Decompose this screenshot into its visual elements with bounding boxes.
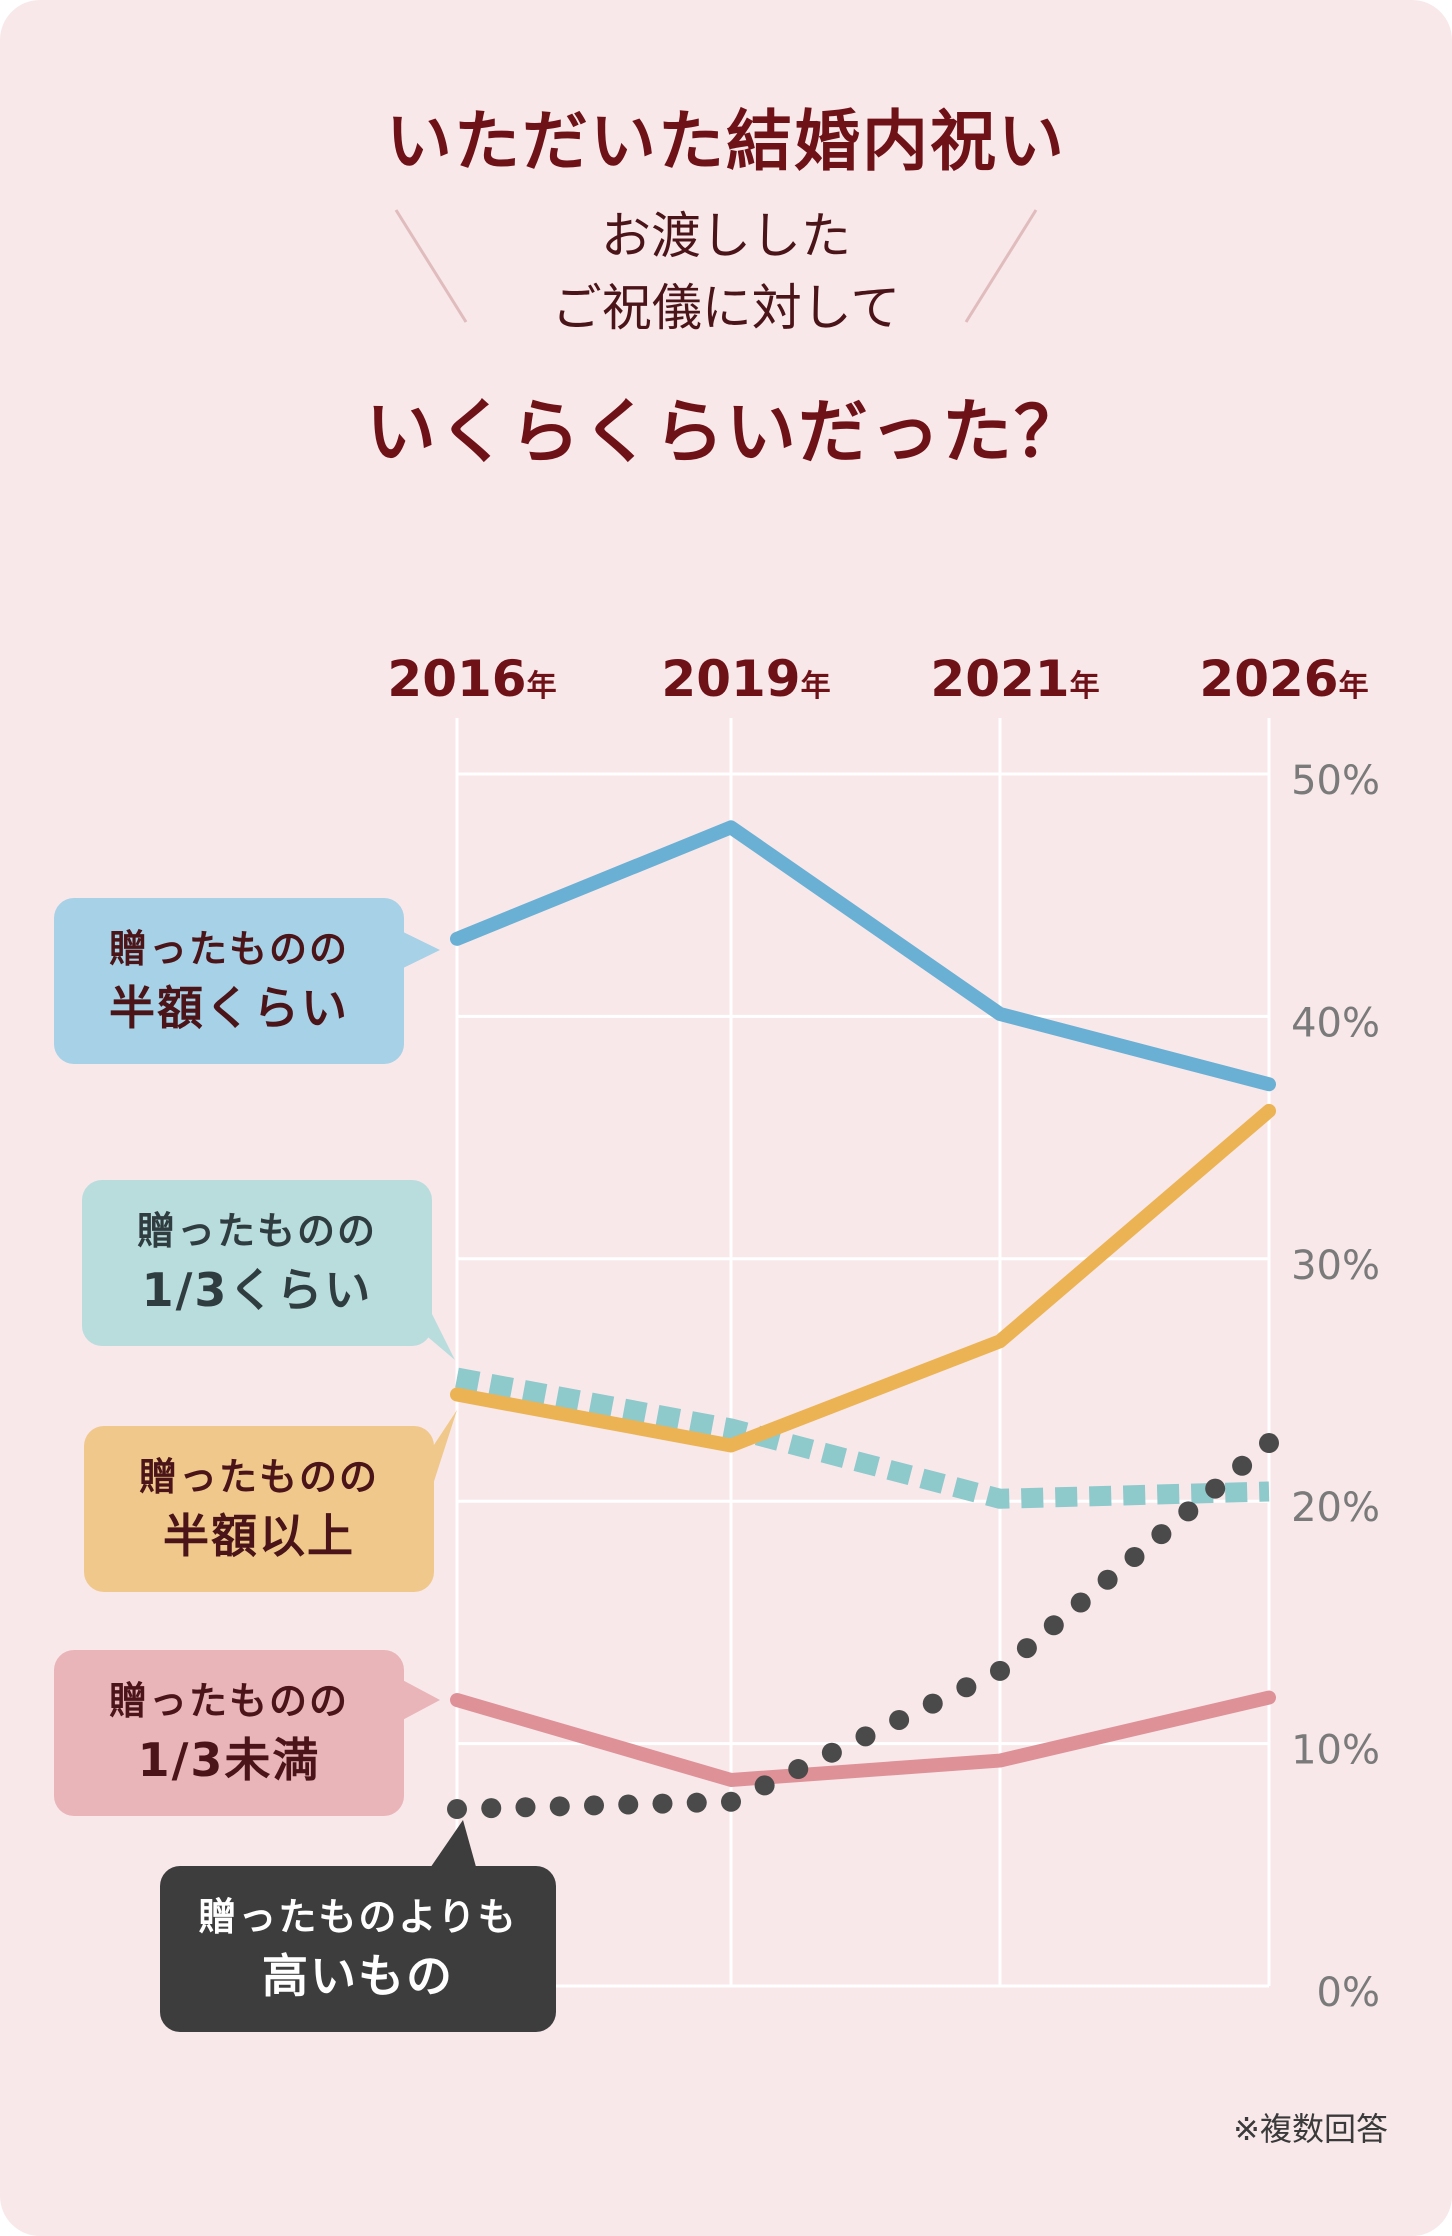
callout-label-0-1: 半額くらい <box>109 981 349 1035</box>
callout-label-1-1: 1/3くらい <box>142 1263 373 1317</box>
x-tick-year-1: 2019 <box>661 650 800 708</box>
chart-title-line1: いただいた結婚内祝い <box>386 102 1066 180</box>
callout-3: 贈ったものの 1/3未満 <box>54 1650 440 1816</box>
left-slash-decoration <box>394 209 468 323</box>
x-tick-label-1: 2019年 <box>661 650 830 708</box>
callout-1: 贈ったものの 1/3くらい <box>82 1180 455 1360</box>
callout-box-2 <box>84 1426 434 1592</box>
series-line-3 <box>450 1690 1276 1787</box>
callout-box-3 <box>54 1650 404 1816</box>
y-tick-label-5: 50% <box>1291 758 1380 804</box>
y-tick-label-4: 40% <box>1291 1000 1380 1046</box>
series-line-2 <box>450 1103 1276 1453</box>
x-tick-labels: 2016年 2019年 2021年 2026年 <box>387 650 1368 708</box>
callout-box-0 <box>54 898 404 1064</box>
y-tick-label-0: 0% <box>1317 1970 1380 2016</box>
callout-tail-3 <box>395 1676 440 1724</box>
chart-title-line2: お渡しした ご祝儀に対して <box>0 200 1452 344</box>
callout-tail-1 <box>396 1310 455 1360</box>
series-callouts: 贈ったものの半額くらい贈ったものの1/3くらい贈ったものの半額以上贈ったものの1… <box>54 898 556 2032</box>
x-tick-label-2: 2021年 <box>930 650 1099 708</box>
series-line-4 <box>447 1433 1279 1820</box>
callout-label-4-0: 贈ったものよりも <box>198 1895 517 1939</box>
callout-tail-0 <box>395 928 440 972</box>
x-tick-unit-2: 年 <box>1070 669 1100 704</box>
callout-box-4 <box>160 1866 556 2032</box>
chart-title-line3: いくらくらいだった？ <box>366 390 1086 473</box>
callout-label-1-0: 贈ったものの <box>137 1209 377 1253</box>
x-tick-year-3: 2026 <box>1199 650 1338 708</box>
y-tick-label-2: 20% <box>1291 1485 1380 1531</box>
callout-label-0-0: 贈ったものの <box>109 927 349 971</box>
series-line-1 <box>455 1367 1270 1509</box>
right-slash-decoration <box>964 209 1038 323</box>
callout-tail-2 <box>420 1410 457 1500</box>
x-tick-unit-1: 年 <box>801 669 831 704</box>
series-line-0 <box>450 820 1276 1092</box>
callout-label-4-1: 高いもの <box>262 1949 454 2003</box>
x-tick-year-2: 2021 <box>930 650 1069 708</box>
grid-layer <box>455 718 1271 1988</box>
callout-label-3-1: 1/3未満 <box>138 1733 321 1787</box>
x-tick-unit-0: 年 <box>527 669 557 704</box>
callout-label-3-0: 贈ったものの <box>109 1679 349 1723</box>
chart-title-line2a: お渡しした <box>601 207 851 265</box>
y-tick-labels: 0% 10% 20% 30% 40% 50% <box>1291 758 1380 2016</box>
callout-label-2-1: 半額以上 <box>163 1509 355 1563</box>
callout-label-2-0: 贈ったものの <box>139 1455 379 1499</box>
series-lines <box>447 820 1279 1820</box>
chart-title-line2b: ご祝儀に対して <box>551 279 901 337</box>
callout-box-1 <box>82 1180 432 1346</box>
x-tick-unit-3: 年 <box>1339 669 1369 704</box>
y-tick-label-3: 30% <box>1291 1243 1380 1289</box>
footnote: ※複数回答 <box>1233 2110 1388 2148</box>
x-tick-year-0: 2016 <box>387 650 526 708</box>
y-tick-label-1: 10% <box>1291 1728 1380 1774</box>
callout-tail-4 <box>426 1820 478 1874</box>
x-tick-label-3: 2026年 <box>1199 650 1368 708</box>
x-tick-label-0: 2016年 <box>387 650 556 708</box>
